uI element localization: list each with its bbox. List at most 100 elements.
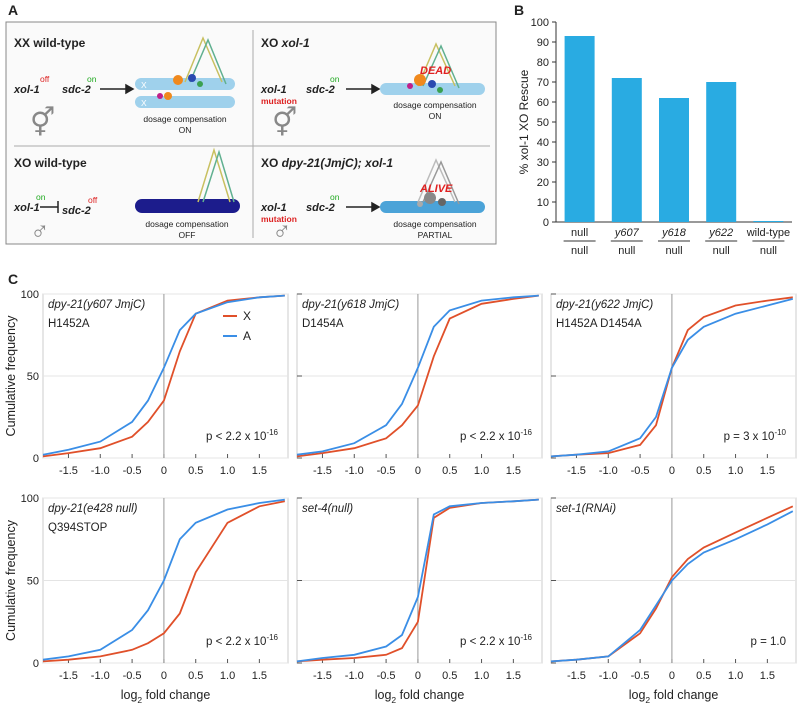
x-tick-label: 1.0 <box>474 465 489 477</box>
annotation-part: p < 2.2 x 10 <box>460 636 520 648</box>
x-tick-label: 1.0 <box>474 670 489 682</box>
chart-title: dpy-21(y607 JmjC) <box>48 299 145 311</box>
x-tick-label: 1.5 <box>252 670 267 682</box>
gene: sdc-2 <box>306 84 335 96</box>
x-tick-label: 0.5 <box>696 670 711 682</box>
x-tick-sublabel: null <box>571 245 588 257</box>
annotation-part: -16 <box>520 633 532 642</box>
x-label-part: log <box>629 688 646 702</box>
annotation-part: p < 2.2 x 10 <box>206 431 266 443</box>
panel-label: A <box>8 2 18 18</box>
chromosome <box>135 199 240 213</box>
x-tick-label: 1.5 <box>506 670 521 682</box>
title-part: dpy-21(JmjC) <box>282 156 358 170</box>
quadrant-title: XO wild-type <box>14 156 87 170</box>
outcome: DEAD <box>420 65 451 77</box>
x-tick-sublabel: null <box>665 245 682 257</box>
y-tick-label: 10 <box>537 197 549 209</box>
annotation-part: -16 <box>266 633 278 642</box>
x-tick-label: -1.5 <box>313 465 332 477</box>
annotation: p < 2.2 x 10-16 <box>206 428 279 443</box>
chart-title: dpy-21(y622 JmjC) <box>556 299 653 311</box>
x-tick-label: 1.5 <box>760 465 775 477</box>
result: dosage compensation <box>393 219 476 229</box>
gene: xol-1 <box>13 202 40 214</box>
x-tick-label: -1.0 <box>599 465 618 477</box>
gene-note: mutation <box>261 214 297 224</box>
x-tick-label: 0 <box>415 670 421 682</box>
chart-subtitle: Q394STOP <box>48 522 108 534</box>
y-tick-label: 40 <box>537 137 549 149</box>
annotation: p < 2.2 x 10-16 <box>206 633 279 648</box>
x-label-part: 2 <box>645 695 650 705</box>
result-state: ON <box>179 125 192 135</box>
x-tick-sublabel: null <box>713 245 730 257</box>
sex-symbol: ⚥ <box>30 106 55 138</box>
y-tick-label: 90 <box>537 37 549 49</box>
x-tick-label: 0.5 <box>188 670 203 682</box>
x-tick-label: 1.5 <box>506 465 521 477</box>
x-tick-label: -0.5 <box>377 465 396 477</box>
chrom-label: X <box>141 98 147 108</box>
result: dosage compensation <box>145 219 228 229</box>
y-axis-label: Cumulative frequency <box>4 315 18 437</box>
y-tick-label: 0 <box>543 217 549 229</box>
y-axis-label: % xol-1 XO Rescue <box>517 69 531 174</box>
quadrant-title: XX wild-type <box>14 36 86 50</box>
x-label-part: 2 <box>391 695 396 705</box>
x-tick-label: 1.5 <box>252 465 267 477</box>
chart-subtitle: H1452A D1454A <box>556 318 642 330</box>
result-state: ON <box>429 111 442 121</box>
x-tick-label: -1.5 <box>59 465 78 477</box>
gene-state: on <box>330 74 340 84</box>
x-tick-label: -0.5 <box>377 670 396 682</box>
x-tick-label: -0.5 <box>631 465 650 477</box>
x-tick-label: -0.5 <box>123 465 142 477</box>
x-tick-label: -1.0 <box>91 670 110 682</box>
gene: sdc-2 <box>62 84 91 96</box>
series-line <box>42 294 285 458</box>
annotation-part: p = 3 x 10 <box>724 431 775 443</box>
y-axis-label: Cumulative frequency <box>4 519 18 641</box>
x-label-part: log <box>375 688 392 702</box>
diagram: XX wild-type xol-1 off sdc-2 on X X dosa… <box>5 21 497 246</box>
legend-label: A <box>243 329 251 343</box>
bar <box>753 221 784 222</box>
x-label-part: fold change <box>142 688 210 702</box>
x-tick-label: 0 <box>415 465 421 477</box>
x-tick-label: -1.0 <box>345 670 364 682</box>
x-tick-label: -1.5 <box>313 670 332 682</box>
chart-title: set-1(RNAi) <box>556 503 616 515</box>
x-tick-label: 0.5 <box>442 670 457 682</box>
x-tick-label: -1.5 <box>567 465 586 477</box>
chromosome <box>135 96 235 108</box>
chart-title: set-4(null) <box>302 503 353 515</box>
bar <box>659 98 689 222</box>
x-tick-sublabel: null <box>760 245 777 257</box>
gene-state: on <box>330 192 340 202</box>
series-line <box>550 510 794 663</box>
y-tick-label: 100 <box>21 493 39 505</box>
gene-state: off <box>40 74 50 84</box>
sex-symbol: ⚥ <box>272 106 297 138</box>
annotation-part: -10 <box>774 428 786 437</box>
bar <box>564 36 595 222</box>
x-tick-label: -1.0 <box>91 465 110 477</box>
x-tick-label: 1.0 <box>220 465 235 477</box>
x-tick-label: 0.5 <box>696 465 711 477</box>
y-tick-label: 80 <box>537 57 549 69</box>
x-tick-label: wild-type <box>746 227 790 239</box>
gene-state: on <box>87 74 97 84</box>
x-tick-label: null <box>571 227 588 239</box>
series-line <box>42 294 285 456</box>
x-label-part: fold change <box>650 688 718 702</box>
quadrant-title: XO dpy-21(JmjC); xol-1 <box>261 156 393 170</box>
gene: sdc-2 <box>306 202 335 214</box>
x-tick-label: 0 <box>669 465 675 477</box>
chromosome <box>135 78 235 90</box>
gene: sdc-2 <box>62 205 91 217</box>
x-tick-label: -1.0 <box>599 670 618 682</box>
chart-title: dpy-21(e428 null) <box>48 503 138 515</box>
gene-state: off <box>88 195 98 205</box>
